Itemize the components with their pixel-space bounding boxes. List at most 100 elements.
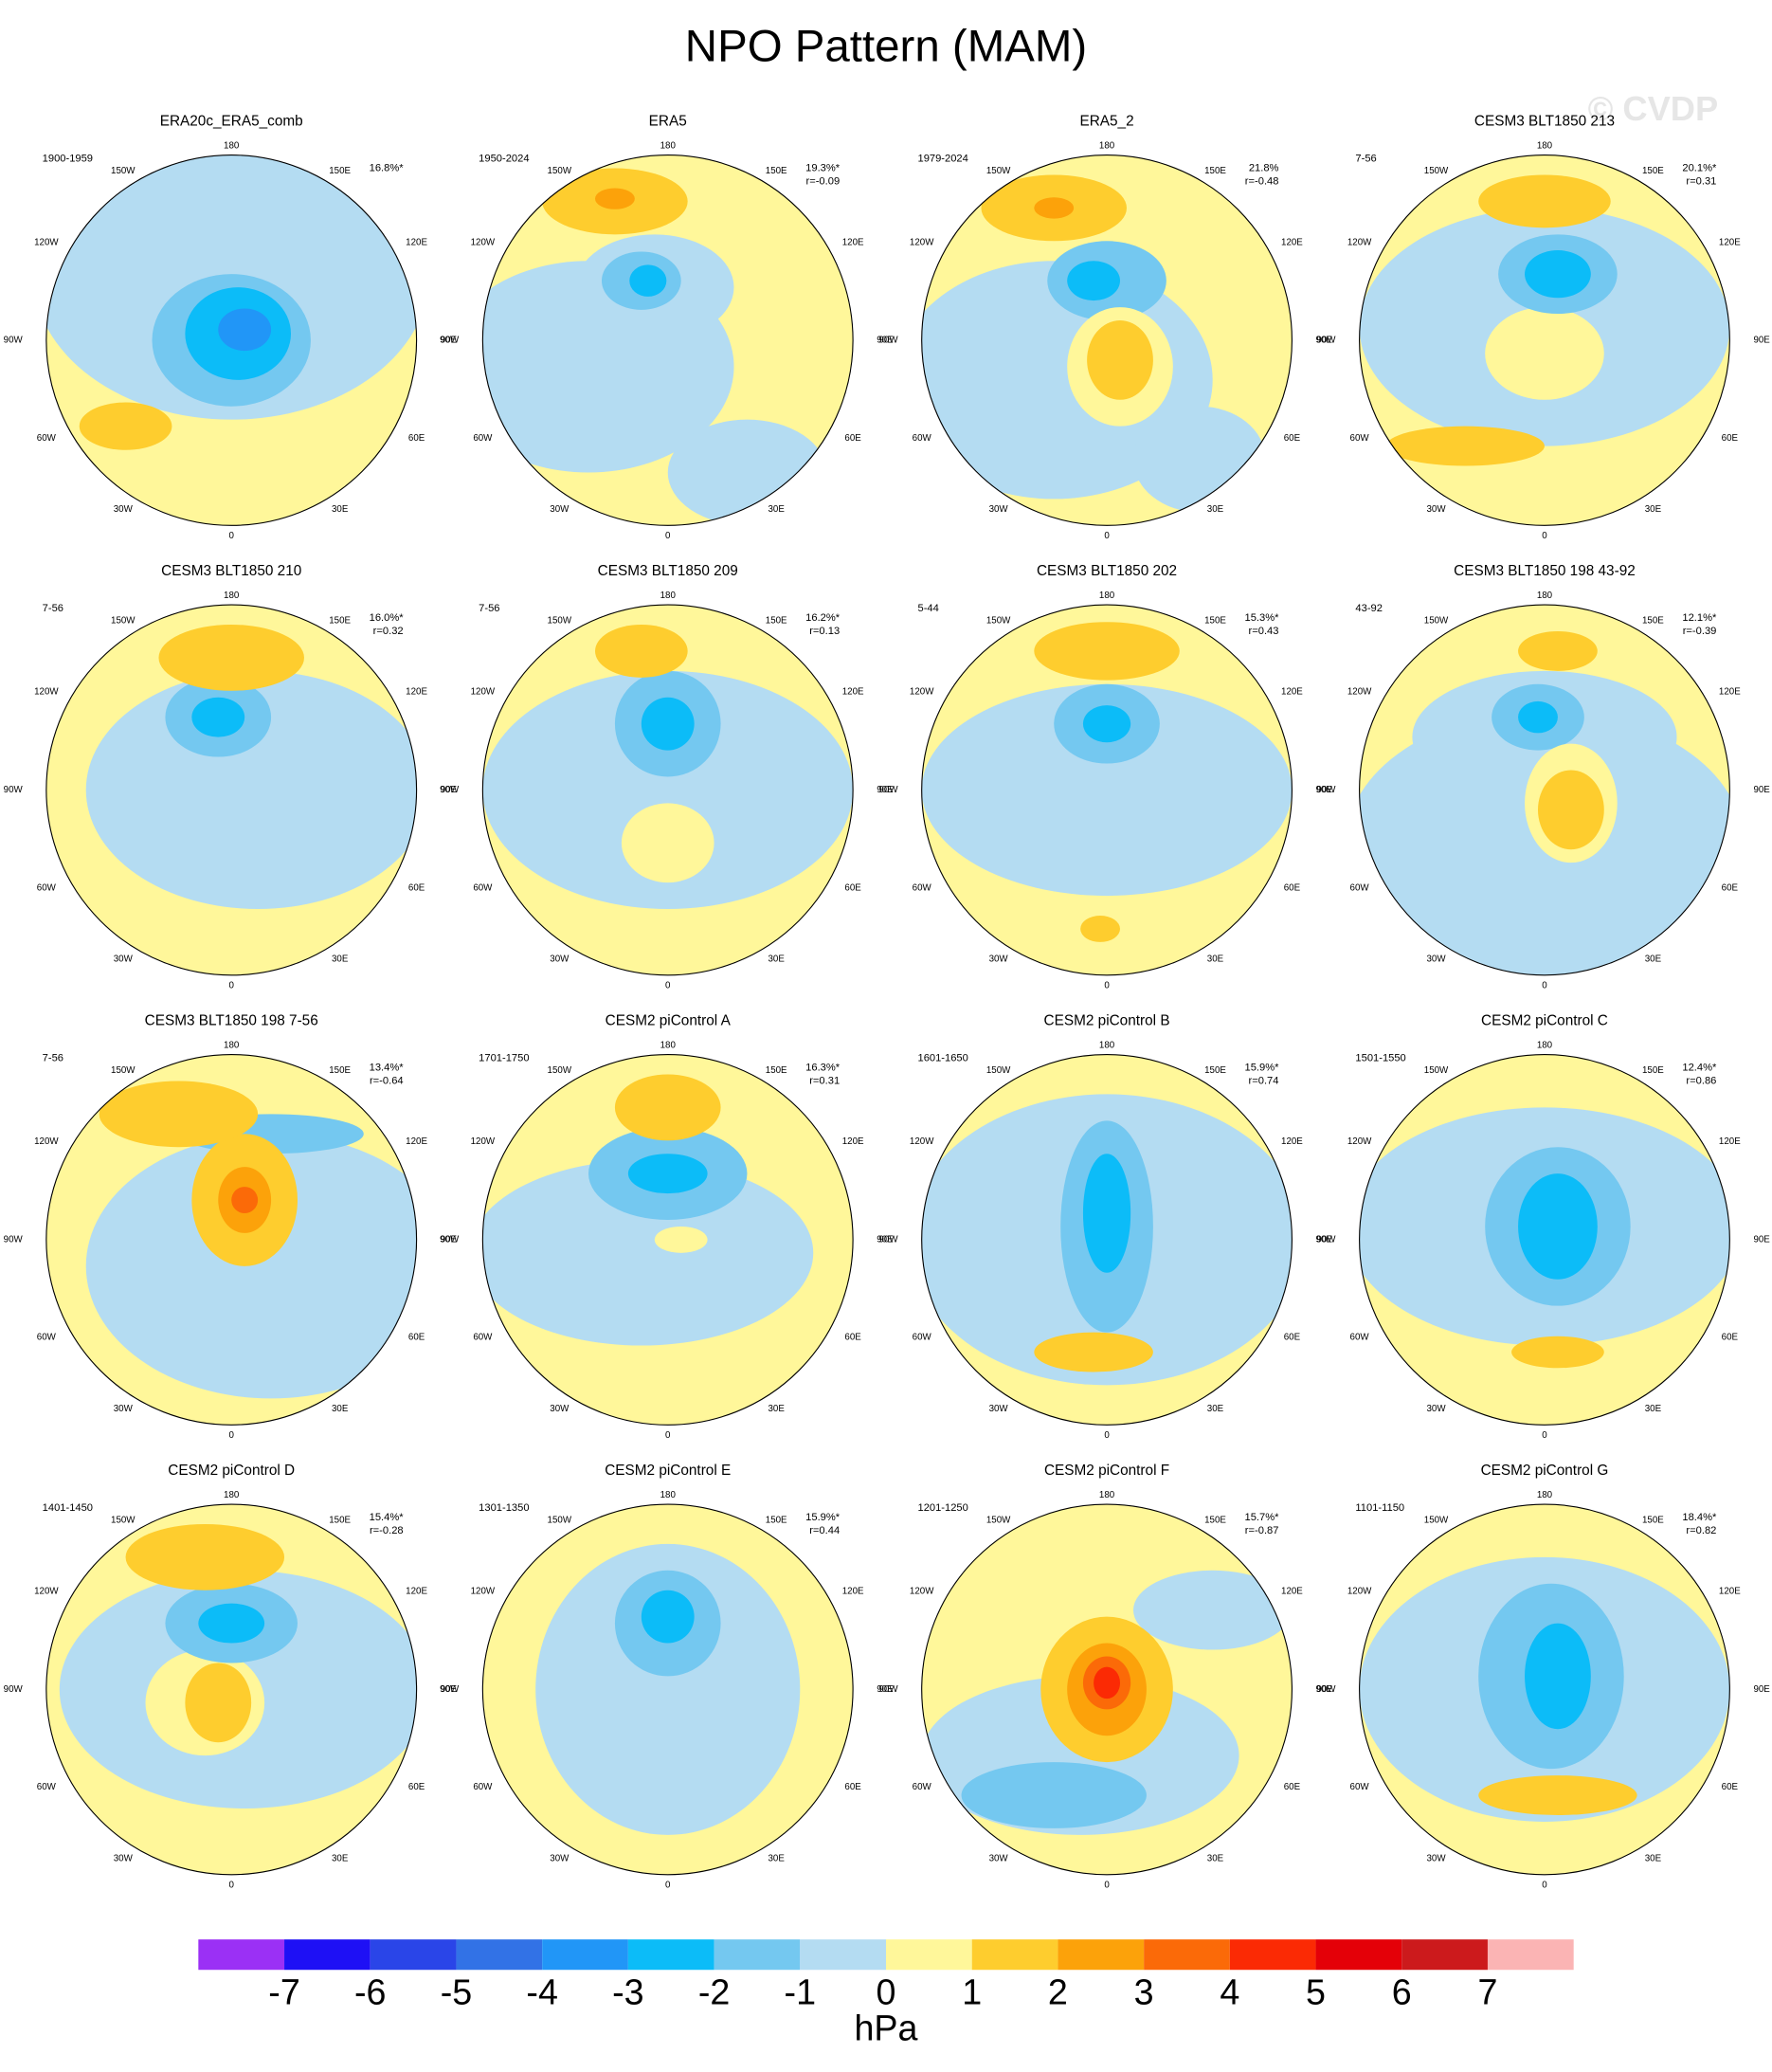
longitude-label: 30E <box>768 1854 785 1864</box>
longitude-label: 150E <box>766 1515 787 1525</box>
longitude-label: 120E <box>842 1136 864 1147</box>
map-border <box>921 604 1293 976</box>
longitude-label: 90E <box>877 1684 894 1695</box>
longitude-label: 150W <box>111 615 136 626</box>
map-border <box>481 1503 854 1876</box>
longitude-label: 150W <box>548 166 572 176</box>
longitude-label: 180 <box>1537 140 1553 151</box>
colorbar-box <box>886 1939 972 1971</box>
longitude-label: 90E <box>1753 785 1770 795</box>
period: 1201-1250 <box>917 1502 967 1514</box>
longitude-label: 60W <box>37 1333 57 1343</box>
longitude-label: 90E <box>1753 1684 1770 1695</box>
longitude-label: 90E <box>877 336 894 346</box>
longitude-label: 150W <box>986 615 1011 626</box>
contour-region <box>1082 1154 1131 1273</box>
longitude-label: 60W <box>473 433 493 444</box>
longitude-label: 150W <box>1424 1515 1449 1525</box>
explained-variance: 12.4%* <box>1682 1062 1717 1073</box>
map-border <box>481 154 854 526</box>
colorbar-box <box>370 1939 457 1971</box>
longitude-label: 150E <box>766 1065 787 1076</box>
explained-variance: 15.3%* <box>1244 612 1279 624</box>
explained-variance: 16.3%* <box>805 1062 841 1073</box>
longitude-label: 30W <box>989 954 1009 965</box>
contour-region <box>1478 174 1611 228</box>
map-border <box>481 604 854 976</box>
longitude-label: 0 <box>1104 531 1110 541</box>
longitude-label: 60W <box>913 433 932 444</box>
longitude-label: 30E <box>1207 1854 1224 1864</box>
longitude-label: 180 <box>1537 591 1553 601</box>
longitude-label: 30W <box>1427 1854 1447 1864</box>
longitude-label: 180 <box>224 1490 240 1500</box>
longitude-label: 30W <box>550 1854 570 1864</box>
contour-region <box>1385 426 1545 466</box>
longitude-label: 30E <box>1207 954 1224 965</box>
longitude-label: 90W <box>440 1234 460 1245</box>
panel-title: ERA5_2 <box>1079 114 1133 130</box>
map-border <box>1359 154 1730 526</box>
period: 1601-1650 <box>917 1053 967 1064</box>
longitude-label: 180 <box>224 591 240 601</box>
contour-region <box>482 670 854 910</box>
field <box>921 1094 1293 1386</box>
longitude-label: 150E <box>1204 615 1226 626</box>
longitude-label: 150W <box>548 1515 572 1525</box>
field <box>482 168 827 526</box>
colorbar-label: -1 <box>785 1972 816 2012</box>
longitude-label: 120E <box>406 1587 427 1597</box>
map-panel: CESM3 BLT1850 209 7-56 16.2%* r=0.13 180 150W… <box>440 563 894 991</box>
longitude-label: 180 <box>1099 591 1115 601</box>
longitude-label: 120E <box>1719 1136 1741 1147</box>
longitude-label: 60W <box>1350 1333 1370 1343</box>
longitude-label: 60E <box>1284 1782 1301 1792</box>
contour-region <box>961 1762 1147 1828</box>
longitude-label: 180 <box>660 140 677 151</box>
longitude-label: 90W <box>1316 785 1336 795</box>
contour-region <box>1067 261 1121 301</box>
field <box>921 622 1293 942</box>
explained-variance: 12.1%* <box>1682 612 1717 624</box>
explained-variance: 18.4%* <box>1682 1512 1717 1523</box>
longitude-label: 90W <box>4 785 24 795</box>
longitude-label: 90E <box>1753 1234 1770 1245</box>
panel-title: CESM3 BLT1850 210 <box>161 563 301 579</box>
contour-region <box>79 402 172 450</box>
longitude-label: 150W <box>1424 166 1449 176</box>
longitude-label: 120W <box>910 237 934 247</box>
contour-region <box>641 697 695 751</box>
longitude-label: 60W <box>913 882 932 893</box>
longitude-label: 60W <box>473 1782 493 1792</box>
panel-title: ERA20c_ERA5_comb <box>160 114 303 130</box>
contour-region <box>1087 320 1153 400</box>
longitude-label: 120W <box>471 1136 496 1147</box>
longitude-label: 150E <box>329 615 351 626</box>
longitude-label: 90E <box>441 336 458 346</box>
longitude-label: 30E <box>1645 504 1662 515</box>
pattern-correlation: r=-0.64 <box>370 1075 404 1086</box>
longitude-label: 30E <box>768 954 785 965</box>
longitude-label: 0 <box>228 1430 234 1441</box>
longitude-label: 180 <box>1537 1040 1553 1050</box>
panel-title: ERA5 <box>649 114 687 130</box>
contour-region <box>1537 770 1604 850</box>
contour-region <box>185 1663 252 1743</box>
longitude-label: 180 <box>660 591 677 601</box>
longitude-label: 120E <box>842 687 864 698</box>
longitude-label: 0 <box>1104 981 1110 991</box>
period: 1301-1350 <box>479 1502 529 1514</box>
pattern-correlation: r=0.31 <box>809 1075 840 1086</box>
longitude-label: 120W <box>34 1587 59 1597</box>
longitude-label: 180 <box>1099 140 1115 151</box>
map-panel: CESM3 BLT1850 202 5-44 15.3%* r=0.43 180 150W… <box>878 563 1332 991</box>
longitude-label: 150W <box>111 1065 136 1076</box>
panel-title: CESM2 piControl B <box>1044 1013 1170 1029</box>
longitude-label: 150W <box>986 166 1011 176</box>
longitude-label: 90W <box>440 336 460 346</box>
longitude-label: 60E <box>844 433 861 444</box>
longitude-label: 90E <box>441 1684 458 1695</box>
field <box>482 624 854 910</box>
longitude-label: 30E <box>1207 504 1224 515</box>
longitude-label: 30E <box>768 504 785 515</box>
